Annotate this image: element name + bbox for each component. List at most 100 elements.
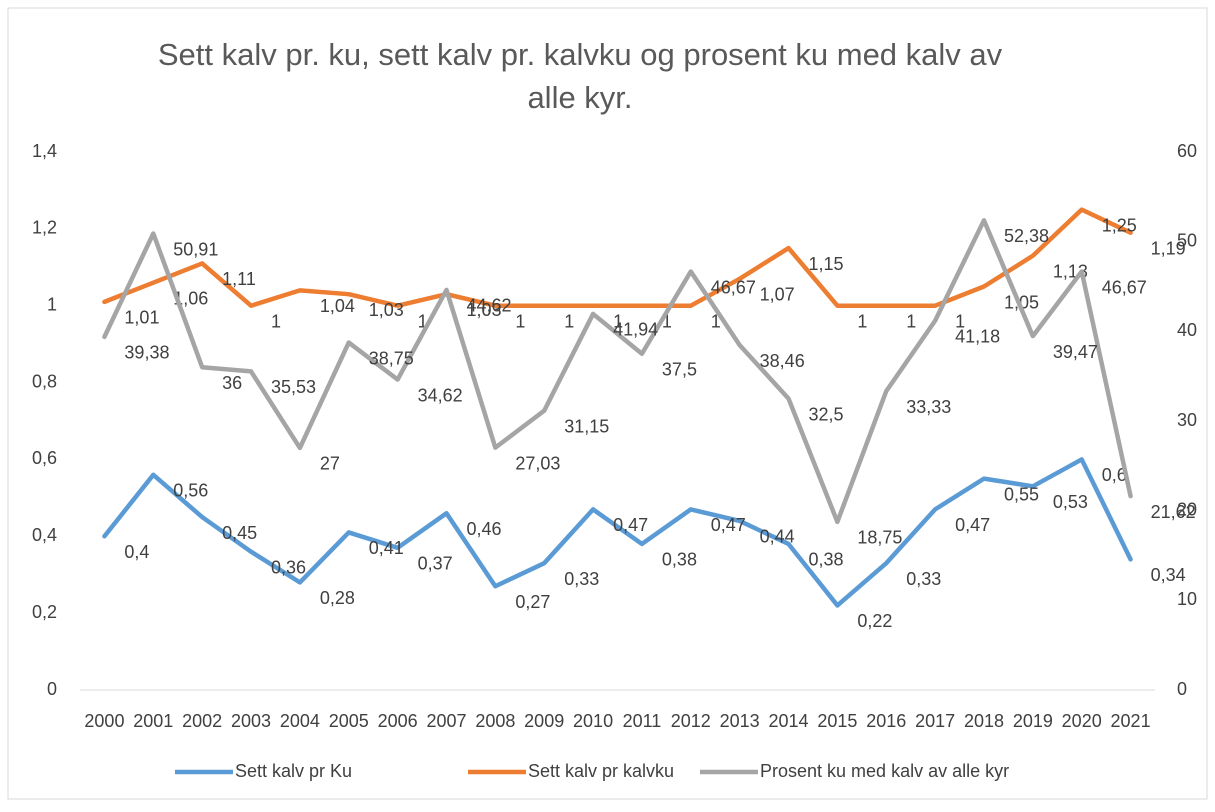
- data-label: 0,53: [1053, 492, 1088, 512]
- data-label: 1,04: [320, 296, 355, 316]
- data-label: 44,62: [466, 296, 511, 316]
- series-line: [102, 207, 1133, 308]
- data-label: 1,19: [1151, 238, 1186, 258]
- x-tick-label: 2015: [817, 711, 857, 731]
- data-label: 1: [613, 311, 623, 331]
- data-label: 0,55: [1004, 484, 1039, 504]
- data-label: 0,28: [320, 588, 355, 608]
- data-label: 0,33: [906, 569, 941, 589]
- data-label: 38,75: [369, 348, 414, 368]
- data-label: 41,18: [955, 327, 1000, 347]
- x-tick-label: 2014: [768, 711, 808, 731]
- y-tick-label: 0,6: [32, 448, 57, 468]
- legend-label: Prosent ku med kalv av alle kyr: [760, 761, 1009, 781]
- data-label: 1: [418, 311, 428, 331]
- y-tick-label: 1,2: [32, 218, 57, 238]
- y2-tick-label: 0: [1177, 679, 1187, 699]
- x-tick-label: 2021: [1111, 711, 1151, 731]
- data-label: 31,15: [564, 416, 609, 436]
- data-label: 1,07: [760, 285, 795, 305]
- data-label: 39,38: [124, 343, 169, 363]
- data-label: 46,67: [1102, 277, 1147, 297]
- data-label: 1,06: [173, 288, 208, 308]
- data-label: 1: [271, 311, 281, 331]
- series-line: [102, 218, 1133, 525]
- y-tick-label: 1,4: [32, 141, 57, 161]
- x-tick-label: 2018: [964, 711, 1004, 731]
- x-tick-label: 2012: [671, 711, 711, 731]
- data-label: 41,94: [613, 320, 658, 340]
- data-label: 0,34: [1151, 565, 1186, 585]
- data-label: 1: [711, 311, 721, 331]
- x-tick-label: 2017: [915, 711, 955, 731]
- data-label: 39,47: [1053, 342, 1098, 362]
- data-label: 1,25: [1102, 215, 1137, 235]
- data-label: 0,6: [1102, 465, 1127, 485]
- x-tick-label: 2006: [378, 711, 418, 731]
- y2-tick-label: 40: [1177, 320, 1197, 340]
- x-tick-label: 2013: [720, 711, 760, 731]
- data-label: 0,47: [955, 515, 990, 535]
- chart-border: [7, 7, 1208, 800]
- data-label: 27: [320, 454, 340, 474]
- data-label: 1,15: [809, 254, 844, 274]
- data-label: 18,75: [857, 528, 902, 548]
- data-label: 0,44: [760, 527, 795, 547]
- data-label: 0,38: [662, 550, 697, 570]
- x-tick-label: 2003: [231, 711, 271, 731]
- x-tick-label: 2002: [182, 711, 222, 731]
- data-label: 0,56: [173, 481, 208, 501]
- y-tick-label: 1: [47, 294, 57, 314]
- data-label: 21,62: [1151, 502, 1196, 522]
- y-tick-label: 0,4: [32, 525, 57, 545]
- data-label: 37,5: [662, 360, 697, 380]
- data-label: 36: [222, 373, 242, 393]
- y-tick-label: 0: [47, 679, 57, 699]
- data-label: 27,03: [515, 453, 560, 473]
- y-tick-label: 0,8: [32, 371, 57, 391]
- x-tick-label: 2005: [329, 711, 369, 731]
- data-label: 0,22: [857, 611, 892, 631]
- data-label: 0,46: [466, 519, 501, 539]
- data-label: 0,37: [418, 554, 453, 574]
- data-label: 0,47: [711, 515, 746, 535]
- data-label: 0,36: [271, 557, 306, 577]
- data-label: 0,27: [515, 592, 550, 612]
- data-label: 1: [955, 311, 965, 331]
- data-label: 0,47: [613, 515, 648, 535]
- data-label: 1: [857, 311, 867, 331]
- data-label: 32,5: [809, 404, 844, 424]
- data-label: 46,67: [711, 277, 756, 297]
- data-label: 0,4: [124, 542, 149, 562]
- data-label: 1,11: [222, 269, 256, 289]
- x-tick-label: 2011: [623, 711, 662, 731]
- x-tick-label: 2007: [426, 711, 466, 731]
- data-label: 50,91: [173, 239, 218, 259]
- data-label: 1: [906, 311, 916, 331]
- x-tick-label: 2000: [84, 711, 124, 731]
- y-tick-label: 0,2: [32, 602, 57, 622]
- y2-tick-label: 20: [1177, 499, 1197, 519]
- x-tick-label: 2004: [280, 711, 320, 731]
- y2-tick-label: 30: [1177, 410, 1197, 430]
- data-label: 33,33: [906, 397, 951, 417]
- x-tick-label: 2009: [524, 711, 564, 731]
- legend-label: Sett kalv pr kalvku: [528, 761, 674, 781]
- y2-tick-label: 10: [1177, 589, 1197, 609]
- data-label: 0,41: [369, 538, 404, 558]
- data-label: 35,53: [271, 377, 316, 397]
- data-label: 1: [515, 311, 525, 331]
- legend-label: Sett kalv pr Ku: [235, 761, 352, 781]
- x-tick-label: 2008: [475, 711, 515, 731]
- data-label: 1: [564, 311, 574, 331]
- data-label: 38,46: [760, 351, 805, 371]
- data-label: 34,62: [418, 385, 463, 405]
- data-label: 1,05: [1004, 292, 1039, 312]
- x-tick-label: 2001: [133, 711, 173, 731]
- series-line: [102, 457, 1133, 608]
- data-label: 1,03: [369, 300, 404, 320]
- data-label: 1,03: [466, 300, 501, 320]
- data-label: 0,38: [809, 550, 844, 570]
- data-label: 1: [662, 311, 672, 331]
